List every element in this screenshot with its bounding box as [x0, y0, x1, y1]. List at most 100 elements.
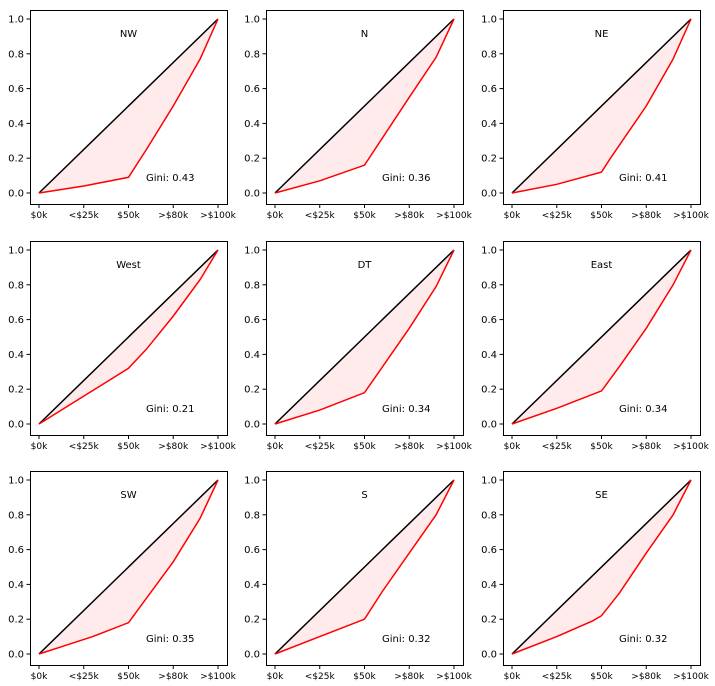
x-tick-label: $50k: [117, 442, 140, 452]
subplot-east: 0.0 0.2 0.4 0.6 0.8 1.0 $0k <$25k $50k >$80k >$100…: [481, 241, 710, 452]
y-tick-label: 0.8: [244, 280, 260, 291]
y-tick-label: 0.8: [481, 510, 497, 521]
equality-line: [38, 249, 219, 425]
y-tick-label: 0.2: [481, 154, 497, 165]
x-tick-label: $50k: [590, 672, 613, 682]
x-tick-label: >$80k: [631, 442, 662, 452]
x-tick-label: >$100k: [436, 211, 472, 221]
y-tick-label: 0.6: [8, 545, 24, 556]
y-tick-label: 0.8: [481, 49, 497, 60]
x-tick-label: >$100k: [436, 442, 472, 452]
y-tick-label: 0.6: [8, 84, 24, 95]
y-tick-label: 0.0: [481, 189, 497, 200]
x-tick-label: >$80k: [158, 211, 189, 221]
y-tick-label: 0.2: [244, 385, 260, 396]
gini-annotation: Gini: 0.21: [146, 404, 194, 415]
x-tick-label: >$100k: [200, 672, 236, 682]
subplot-title: SE: [595, 490, 608, 501]
x-tick-label: $50k: [590, 211, 613, 221]
y-tick-label: 0.0: [244, 189, 260, 200]
subplot-nw: 0.0 0.2 0.4 0.6 0.8 1.0 $0k <$25k $50k >$80k >$100…: [8, 10, 237, 221]
y-tick-label: 1.0: [244, 246, 260, 257]
y-tick-label: 0.6: [244, 315, 260, 326]
y-tick-label: 0.6: [481, 84, 497, 95]
gini-annotation: Gini: 0.36: [382, 173, 430, 184]
x-tick-label: $50k: [590, 442, 613, 452]
y-tick-label: 0.6: [244, 545, 260, 556]
y-tick-label: 0.8: [8, 510, 24, 521]
y-tick-label: 0.4: [244, 350, 260, 361]
y-tick-label: 0.4: [244, 119, 260, 130]
y-tick-label: 0.4: [8, 580, 24, 591]
y-tick-label: 0.4: [481, 119, 497, 130]
subplot-title: East: [591, 260, 613, 271]
y-tick-label: 0.4: [8, 350, 24, 361]
subplot-s: 0.0 0.2 0.4 0.6 0.8 1.0 $0k <$25k $50k >$80k >$100…: [244, 471, 473, 682]
x-tick-label: $0k: [504, 672, 521, 682]
subplot-title: West: [116, 260, 141, 271]
y-tick-label: 1.0: [8, 15, 24, 26]
subplot-ne: 0.0 0.2 0.4 0.6 0.8 1.0 $0k <$25k $50k >$80k >$100…: [481, 10, 710, 221]
subplot-title: NW: [120, 29, 137, 40]
x-tick-label: >$100k: [200, 211, 236, 221]
y-tick-label: 0.6: [481, 315, 497, 326]
y-tick-label: 1.0: [481, 246, 497, 257]
y-tick-label: 0.4: [481, 580, 497, 591]
equality-line: [511, 249, 692, 425]
equality-line: [38, 18, 219, 194]
x-tick-label: <$25k: [542, 211, 573, 221]
gini-annotation: Gini: 0.32: [619, 634, 667, 645]
x-tick-label: >$80k: [158, 442, 189, 452]
equality-line: [38, 479, 219, 655]
y-tick-label: 0.0: [244, 650, 260, 661]
equality-line: [511, 479, 692, 655]
x-tick-label: <$25k: [305, 672, 336, 682]
subplot-title: S: [361, 490, 367, 501]
equality-line: [511, 18, 692, 194]
equality-line: [274, 479, 455, 655]
y-tick-label: 1.0: [244, 476, 260, 487]
subplot-west: 0.0 0.2 0.4 0.6 0.8 1.0 $0k <$25k $50k >$80k >$100…: [8, 241, 237, 452]
x-tick-label: <$25k: [305, 442, 336, 452]
x-tick-label: $0k: [31, 672, 48, 682]
y-tick-label: 0.8: [8, 49, 24, 60]
x-tick-label: >$80k: [394, 672, 425, 682]
x-tick-label: $0k: [31, 211, 48, 221]
y-tick-label: 0.2: [481, 385, 497, 396]
y-tick-label: 1.0: [8, 476, 24, 487]
x-tick-label: >$80k: [394, 211, 425, 221]
subplot-title: SW: [120, 490, 136, 501]
lorenz-curve: [274, 479, 455, 655]
y-tick-label: 0.0: [244, 420, 260, 431]
lorenz-curve: [38, 249, 219, 425]
y-tick-label: 0.4: [8, 119, 24, 130]
lorenz-curve: [38, 479, 219, 655]
x-tick-label: $0k: [504, 211, 521, 221]
y-tick-label: 0.8: [481, 280, 497, 291]
x-tick-label: $0k: [267, 672, 284, 682]
y-tick-label: 0.4: [244, 580, 260, 591]
subplot-dt: 0.0 0.2 0.4 0.6 0.8 1.0 $0k <$25k $50k >$80k >$100…: [244, 241, 473, 452]
x-tick-label: <$25k: [542, 672, 573, 682]
gini-annotation: Gini: 0.43: [146, 173, 194, 184]
x-tick-label: >$80k: [158, 672, 189, 682]
x-tick-label: <$25k: [305, 211, 336, 221]
x-tick-label: >$80k: [394, 442, 425, 452]
lorenz-curve: [38, 18, 219, 194]
y-tick-label: 0.0: [8, 189, 24, 200]
y-tick-label: 0.8: [244, 49, 260, 60]
lorenz-curve: [511, 18, 692, 194]
y-tick-label: 0.4: [481, 350, 497, 361]
x-tick-label: $0k: [267, 211, 284, 221]
x-tick-label: $0k: [31, 442, 48, 452]
y-tick-label: 0.6: [481, 545, 497, 556]
y-tick-label: 0.0: [481, 650, 497, 661]
gini-annotation: Gini: 0.35: [146, 634, 194, 645]
subplot-title: N: [361, 29, 368, 40]
x-tick-label: >$100k: [673, 211, 709, 221]
y-tick-label: 0.6: [8, 315, 24, 326]
gini-annotation: Gini: 0.34: [382, 404, 430, 415]
lorenz-curve: [274, 249, 455, 425]
y-tick-label: 0.8: [244, 510, 260, 521]
